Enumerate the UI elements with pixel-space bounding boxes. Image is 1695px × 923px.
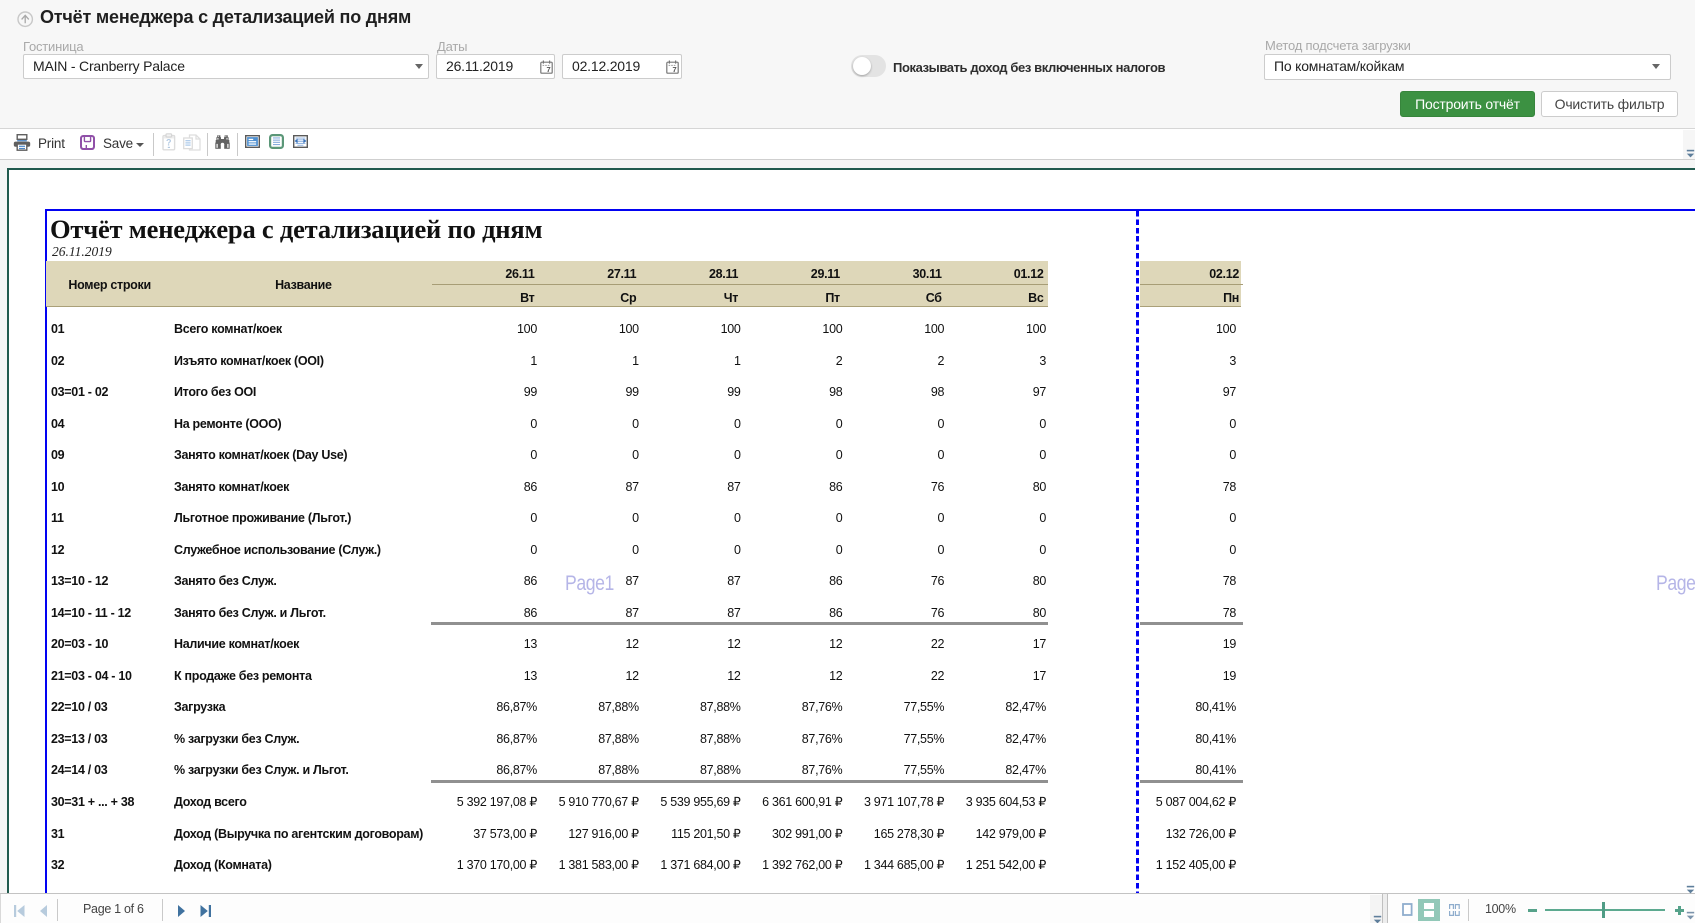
svg-text:7: 7: [673, 65, 677, 74]
svg-text:?: ?: [166, 138, 172, 148]
svg-text:7: 7: [547, 65, 551, 74]
